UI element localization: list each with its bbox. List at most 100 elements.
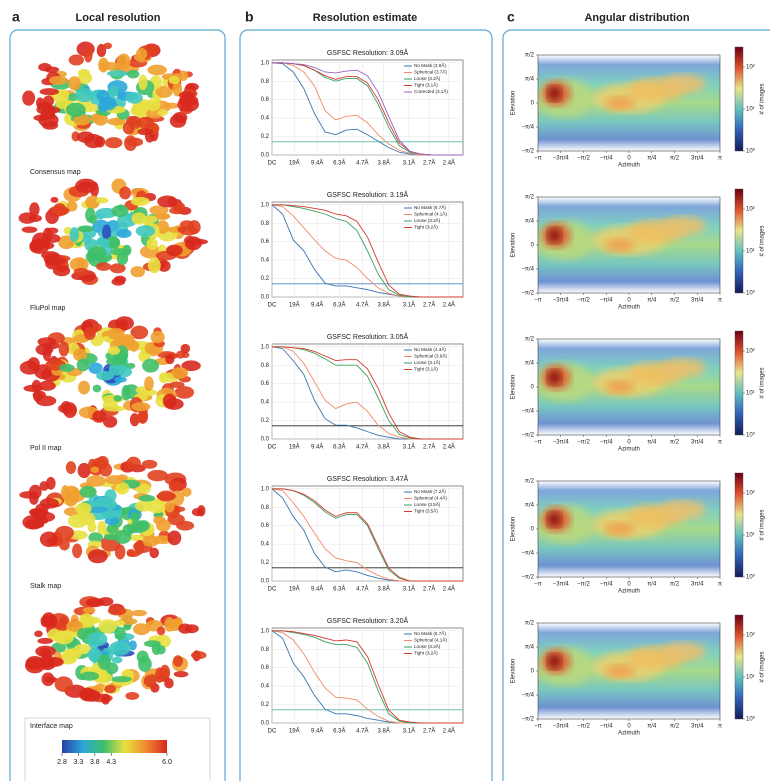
x-tick-label: 3.8Å	[378, 586, 390, 593]
map-blob	[116, 228, 132, 239]
y-tick-label: −π/2	[521, 433, 534, 439]
x-tick-label: 2.4Å	[443, 302, 455, 309]
x-tick-label: π/4	[647, 156, 657, 162]
colorbar-label: # of images	[760, 83, 766, 114]
map-blob	[191, 507, 204, 517]
x-tick-label: π	[718, 582, 722, 588]
y-tick-label: 0.0	[261, 295, 270, 301]
map-blob	[155, 85, 173, 99]
map-blob	[42, 120, 59, 130]
y-tick-label: 0.0	[261, 153, 270, 159]
map-blob	[97, 654, 111, 671]
map-blob	[167, 530, 182, 546]
density-layer	[538, 339, 720, 435]
density-map	[24, 596, 207, 705]
x-tick-label: 2.7Å	[423, 444, 435, 451]
y-tick-label: 0.8	[261, 79, 270, 85]
map-blob	[111, 277, 126, 286]
map-blob	[75, 88, 95, 103]
colorbar	[734, 46, 744, 152]
y-tick-label: 0	[531, 669, 535, 675]
density-patch	[661, 500, 706, 520]
colorbar-tick-label: 4.3	[106, 759, 116, 766]
y-tick-label: 0.6	[261, 97, 270, 103]
x-tick-label: 4.7Å	[356, 160, 368, 167]
y-tick-label: 0.8	[261, 647, 270, 653]
y-tick-label: 0.6	[261, 381, 270, 387]
legend-label: Loose (3.1Å)	[414, 359, 441, 365]
x-tick-label: 2.4Å	[443, 444, 455, 451]
map-blob	[87, 246, 107, 261]
map-blob	[37, 637, 53, 645]
y-tick-label: π/4	[525, 219, 535, 225]
map-blob	[127, 534, 144, 541]
x-tick-label: −3π/4	[553, 156, 570, 162]
y-tick-label: 0	[531, 101, 535, 107]
panel-box	[9, 29, 226, 781]
colorbar-label: # of images	[760, 367, 766, 398]
x-tick-label: 2.7Å	[423, 302, 435, 309]
legend-label: Loose (3.2Å)	[414, 75, 441, 81]
x-tick-label: −π/4	[600, 724, 613, 730]
map-blob	[79, 613, 94, 626]
legend-label: Tight (3.5Å)	[414, 508, 438, 514]
map-blob	[113, 395, 123, 402]
x-tick-label: −π/4	[600, 298, 613, 304]
x-tick-label: 3.1Å	[403, 444, 415, 451]
map-blob	[157, 260, 171, 272]
map-blob	[78, 380, 91, 395]
colorbar-tick-label: 10²	[746, 491, 755, 497]
map-blob	[42, 345, 52, 362]
density-patch	[661, 358, 706, 378]
y-tick-label: 1.0	[261, 486, 270, 492]
map-blob	[22, 90, 36, 106]
density-layer	[538, 55, 720, 151]
density-patch	[605, 664, 635, 678]
x-tick-label: DC	[268, 303, 277, 309]
y-tick-label: 0.4	[261, 116, 270, 122]
map-blob	[83, 47, 93, 63]
map-blob	[102, 415, 118, 428]
map-blob	[168, 480, 182, 493]
map-blob	[94, 136, 106, 148]
map-blob	[96, 262, 112, 271]
y-tick-label: π/4	[525, 645, 535, 651]
y-tick-label: 0.4	[261, 258, 270, 264]
map-blob	[21, 226, 38, 233]
x-tick-label: −π/2	[577, 440, 590, 446]
map-blob	[92, 384, 102, 393]
x-tick-label: 19Å	[289, 160, 300, 167]
legend-label: Spherical (4.4Å)	[414, 495, 447, 501]
legend-label: Tight (3.1Å)	[414, 82, 438, 88]
map-blob	[77, 225, 95, 233]
map-blob	[69, 257, 89, 272]
map-blob	[135, 48, 148, 60]
map-blob	[118, 366, 132, 378]
map-blob	[29, 202, 40, 217]
x-tick-label: 3.8Å	[378, 728, 390, 735]
map-blob	[131, 609, 147, 617]
map-blob	[157, 195, 178, 208]
map-blob	[178, 94, 199, 107]
x-tick-label: 2.7Å	[423, 586, 435, 593]
map-blob	[130, 325, 149, 340]
x-tick-label: −π	[534, 582, 542, 588]
x-tick-label: 4.7Å	[356, 444, 368, 451]
map-blob	[101, 693, 111, 705]
x-tick-label: 6.3Å	[333, 728, 345, 735]
chart-title: GSFSC Resolution: 3.19Å	[327, 190, 409, 199]
x-tick-label: 2.4Å	[443, 728, 455, 735]
map-blob	[147, 64, 167, 76]
y-tick-label: 0.2	[261, 276, 270, 282]
x-tick-label: 2.7Å	[423, 728, 435, 735]
y-tick-label: 0.2	[261, 134, 270, 140]
density-patch	[547, 653, 562, 670]
map-blob	[86, 475, 106, 487]
map-blob	[186, 238, 209, 245]
map-blob	[99, 96, 117, 111]
map-blob	[38, 380, 56, 391]
map-blob	[87, 647, 102, 663]
colorbar-tick-label: 10²	[746, 349, 755, 355]
map-blob	[172, 655, 184, 667]
map-blob	[50, 196, 59, 203]
